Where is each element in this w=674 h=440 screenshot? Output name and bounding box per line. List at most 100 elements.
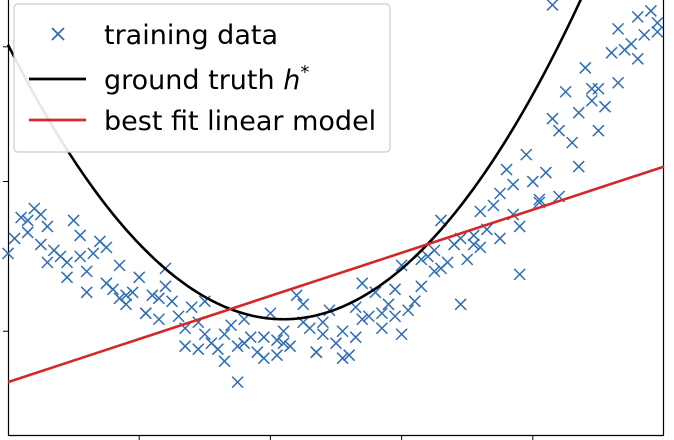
data-point <box>316 316 329 329</box>
data-point <box>349 331 362 344</box>
data-point <box>139 307 152 320</box>
data-point <box>159 280 172 293</box>
data-point <box>638 28 651 41</box>
data-point <box>41 220 54 233</box>
data-point <box>185 301 198 314</box>
data-point <box>80 265 93 278</box>
data-point <box>74 250 87 263</box>
data-point <box>74 229 87 242</box>
data-point <box>625 37 638 50</box>
data-point <box>467 238 480 251</box>
data-point <box>61 271 74 284</box>
data-point <box>408 295 421 308</box>
data-point <box>8 232 21 245</box>
data-point <box>120 289 133 302</box>
data-point <box>585 82 598 95</box>
data-point <box>631 10 644 23</box>
data-point <box>546 112 559 125</box>
axes-frame <box>7 0 665 437</box>
data-point <box>329 337 343 350</box>
data-point <box>336 325 349 338</box>
ground-truth-curve <box>6 0 583 321</box>
data-point <box>290 289 303 302</box>
data-point <box>87 247 100 260</box>
data-point <box>211 343 224 356</box>
data-point <box>126 286 139 299</box>
data-point <box>244 331 257 344</box>
data-point <box>172 310 185 323</box>
data-point <box>467 229 480 242</box>
legend-entry: best fit linear model <box>29 106 376 137</box>
data-point <box>651 25 664 38</box>
data-point <box>553 124 566 137</box>
data-point <box>592 124 605 137</box>
model-lines <box>6 0 665 384</box>
data-point <box>592 82 605 95</box>
data-point <box>598 100 611 113</box>
data-point <box>546 0 559 11</box>
data-point <box>218 328 231 341</box>
data-point <box>493 232 507 245</box>
legend-label: training data <box>104 20 278 51</box>
data-point <box>454 298 467 311</box>
data-point <box>389 310 402 323</box>
data-point <box>487 199 500 212</box>
data-point <box>277 325 290 338</box>
data-point <box>402 304 415 317</box>
legend: training data ground truth h* best fit lin… <box>13 3 391 153</box>
data-point <box>277 337 290 350</box>
data-point <box>644 4 657 17</box>
data-point <box>474 241 487 254</box>
data-point <box>21 226 34 239</box>
data-point <box>356 313 369 326</box>
data-point <box>395 328 408 341</box>
data-point <box>493 187 507 200</box>
data-point <box>179 340 192 353</box>
data-point <box>34 238 47 251</box>
best-fit-line <box>7 165 665 384</box>
training-data-points <box>1 0 664 389</box>
data-point <box>15 211 28 224</box>
data-point <box>21 214 34 227</box>
data-point <box>428 265 441 278</box>
data-point <box>579 61 592 74</box>
data-point <box>61 256 74 269</box>
data-point <box>520 148 533 161</box>
data-point <box>34 208 47 221</box>
data-point <box>165 295 179 308</box>
data-point <box>513 220 526 233</box>
data-point <box>356 277 369 290</box>
data-point <box>572 106 585 119</box>
data-point <box>231 340 244 353</box>
legend-box <box>13 3 391 153</box>
data-point <box>566 136 579 149</box>
data-point <box>133 271 146 284</box>
data-point <box>336 352 349 365</box>
data-point <box>270 334 283 347</box>
data-point <box>113 292 126 305</box>
data-point <box>461 253 474 266</box>
data-point <box>198 328 211 341</box>
data-point <box>100 241 113 254</box>
data-point <box>605 46 618 59</box>
legend-entry: ground truth h* <box>29 62 309 96</box>
data-point <box>257 331 270 344</box>
data-point <box>375 307 388 320</box>
data-point <box>225 319 238 332</box>
data-point <box>146 289 159 302</box>
data-point <box>80 286 93 299</box>
data-point <box>231 376 244 389</box>
data-point <box>375 322 388 335</box>
data-point <box>218 355 231 368</box>
data-point <box>41 256 54 269</box>
data-point <box>389 283 402 296</box>
data-point <box>106 283 119 296</box>
data-point <box>303 322 316 335</box>
data-point <box>257 352 270 365</box>
data-point <box>631 52 644 65</box>
data-point <box>270 349 283 362</box>
data-point <box>297 298 310 311</box>
legend-label: best fit linear model <box>104 106 376 137</box>
data-point <box>369 286 382 299</box>
data-point <box>67 214 80 227</box>
